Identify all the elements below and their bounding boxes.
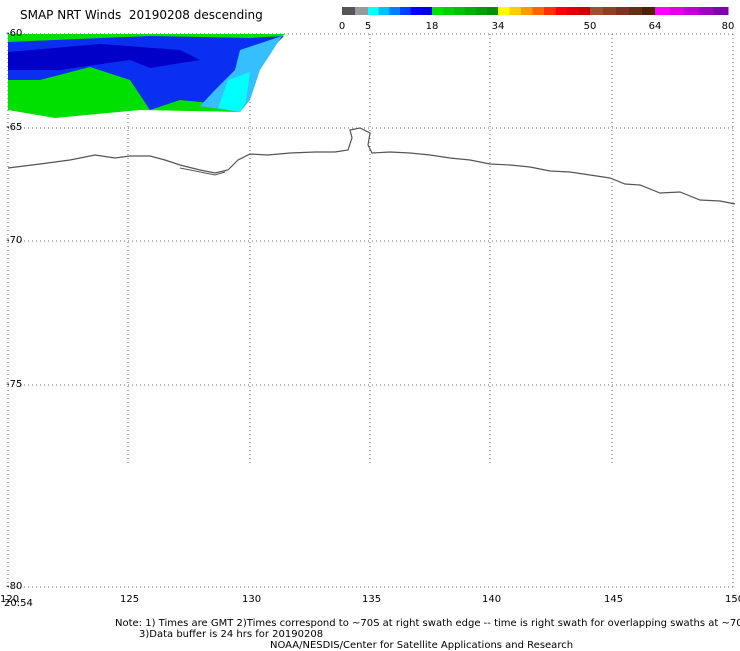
colorbar-segment [432,7,444,15]
colorbar-tick-label: 18 [425,21,439,32]
colorbar-segment [698,7,714,15]
colorbar-segment [567,7,579,15]
colorbar-tick-label: 64 [648,21,662,32]
colorbar-segment [616,7,630,15]
longitude-label: 125 [120,594,140,605]
colorbar-segment [555,7,568,15]
colorbar-segment [476,7,488,15]
latitude-label: -60 [6,28,23,39]
latitude-label: -75 [6,379,23,390]
colorbar-segment [342,7,349,15]
colorbar-tick-label: 80 [721,21,735,32]
colorbar-segment [603,7,617,15]
colorbar-segment [421,7,433,15]
wind-speed-colorbar [342,7,729,15]
colorbar-segment [348,7,356,15]
note-line-1: Note: 1) Times are GMT 2)Times correspon… [115,618,740,629]
note-line-3: NOAA/NESDIS/Center for Satellite Applica… [270,640,574,651]
graticule-gridlines [7,33,734,588]
colorbar-segment [400,7,412,15]
swath-deep-blue-region [8,44,200,70]
colorbar-segment [509,7,522,15]
pass-time-label: 20:54 [4,598,33,609]
colorbar-segment [361,7,369,15]
latitude-label: -80 [6,581,23,592]
wind-swath [8,34,285,118]
longitude-label: 145 [604,594,624,605]
colorbar-segment [578,7,591,15]
longitude-label: 120 [0,594,20,605]
colorbar-segment [642,7,656,15]
colorbar-segment [389,7,401,15]
latitude-label: -65 [6,122,23,133]
note-line-2: 3)Data buffer is 24 hrs for 20190208 [139,629,324,640]
coastline-inlet [179,167,226,176]
longitude-label: 135 [362,594,382,605]
colorbar-tick-label: 5 [364,21,372,32]
swath-cyan-region [218,72,250,112]
colorbar-segment [487,7,499,15]
colorbar-segment [532,7,545,15]
colorbar-segment [521,7,533,15]
colorbar-segment [498,7,510,15]
colorbar-segment [590,7,604,15]
colorbar-segment [355,7,362,15]
longitude-label: 140 [482,594,502,605]
colorbar-segment [410,7,422,15]
colorbar-segment [669,7,685,15]
colorbar-segment [629,7,643,15]
swath-light-blue-region [200,36,282,112]
map-title: SMAP NRT Winds 20190208 descending [20,8,263,22]
colorbar-segment [684,7,700,15]
wind-map-plot [7,33,736,588]
longitude-label: 130 [242,594,262,605]
colorbar-tick-label: 0 [338,21,346,32]
colorbar-segment [713,7,729,15]
colorbar-segment [465,7,477,15]
colorbar-segment [454,7,466,15]
colorbar-segment [378,7,390,15]
colorbar-segment [443,7,455,15]
colorbar-segment [368,7,380,15]
colorbar-tick-label: 34 [491,21,505,32]
longitude-label: 150 [725,594,740,605]
colorbar-segment [544,7,556,15]
antarctic-coastline [7,127,736,205]
colorbar-segment [655,7,671,15]
latitude-label: -70 [6,235,23,246]
colorbar-tick-label: 50 [583,21,597,32]
